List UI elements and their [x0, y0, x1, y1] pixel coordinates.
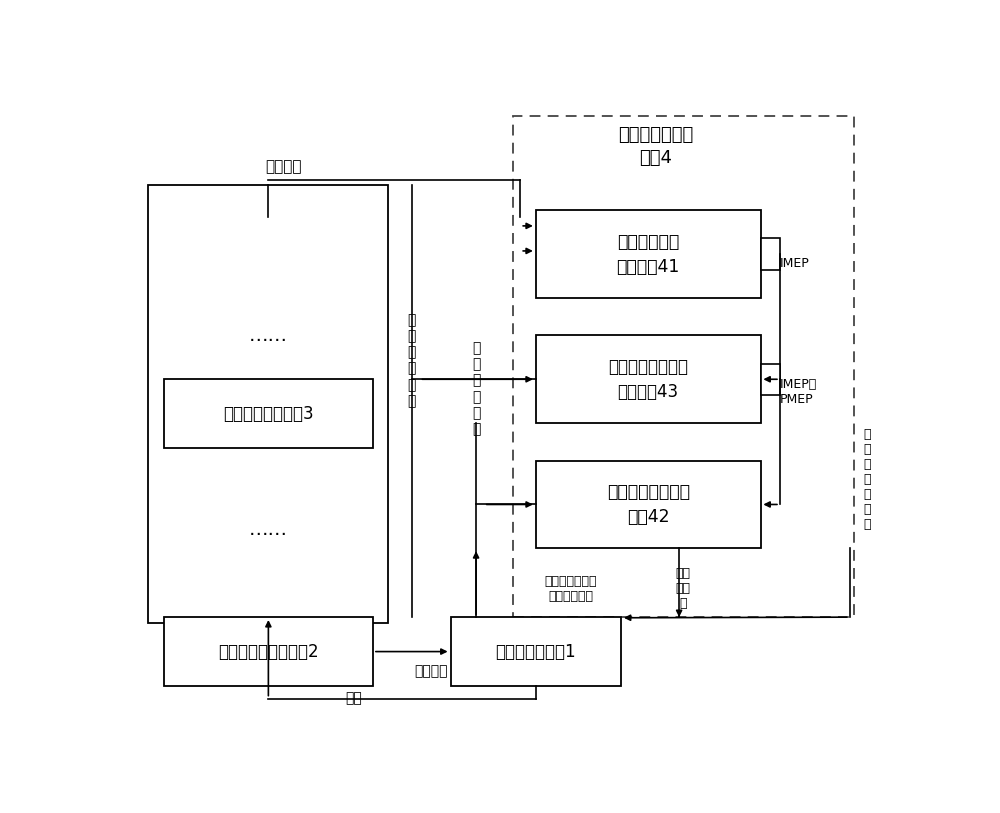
Text: 喷
油
时
刻
信
号: 喷 油 时 刻 信 号	[472, 341, 480, 436]
Text: 发动机电控单元1: 发动机电控单元1	[495, 642, 576, 661]
Bar	[761, 363, 780, 395]
Bar	[512, 116, 854, 617]
Text: 信号采集: 信号采集	[414, 664, 448, 679]
Bar	[536, 336, 761, 423]
Bar	[536, 461, 761, 548]
Text: 平均有效压力
计算模块41: 平均有效压力 计算模块41	[616, 233, 680, 276]
Text: 动力性自适应控制
模块42: 动力性自适应控制 模块42	[607, 483, 690, 526]
Text: 新的
喷油
量: 新的 喷油 量	[676, 567, 690, 611]
Bar	[536, 211, 761, 298]
Text: 经济性优化自适应
控制模块43: 经济性优化自适应 控制模块43	[608, 358, 688, 401]
Bar	[148, 185, 388, 624]
Text: ……: ……	[249, 326, 288, 345]
Text: 转速信号和油门
踏板位置信号: 转速信号和油门 踏板位置信号	[544, 575, 597, 603]
Text: 曲
轴
转
速
信
号: 曲 轴 转 速 信 号	[408, 313, 416, 408]
Text: ……: ……	[249, 520, 288, 539]
Text: 压阻式缸压传感器3: 压阻式缸压传感器3	[223, 405, 314, 423]
Text: IMEP和
PMEP: IMEP和 PMEP	[780, 378, 817, 406]
Bar	[761, 238, 780, 270]
Text: 控制: 控制	[345, 692, 362, 706]
Bar	[164, 379, 373, 448]
Text: 喷
油
时
刻
修
正
值: 喷 油 时 刻 修 正 值	[863, 428, 870, 531]
Text: IMEP: IMEP	[780, 257, 810, 270]
Bar	[164, 617, 373, 686]
Text: 灵活燃料压燃发动机2: 灵活燃料压燃发动机2	[218, 642, 319, 661]
Text: 燃料自适应控制
单元4: 燃料自适应控制 单元4	[618, 126, 694, 167]
Bar	[450, 617, 621, 686]
Text: 缸压信号: 缸压信号	[266, 159, 302, 174]
